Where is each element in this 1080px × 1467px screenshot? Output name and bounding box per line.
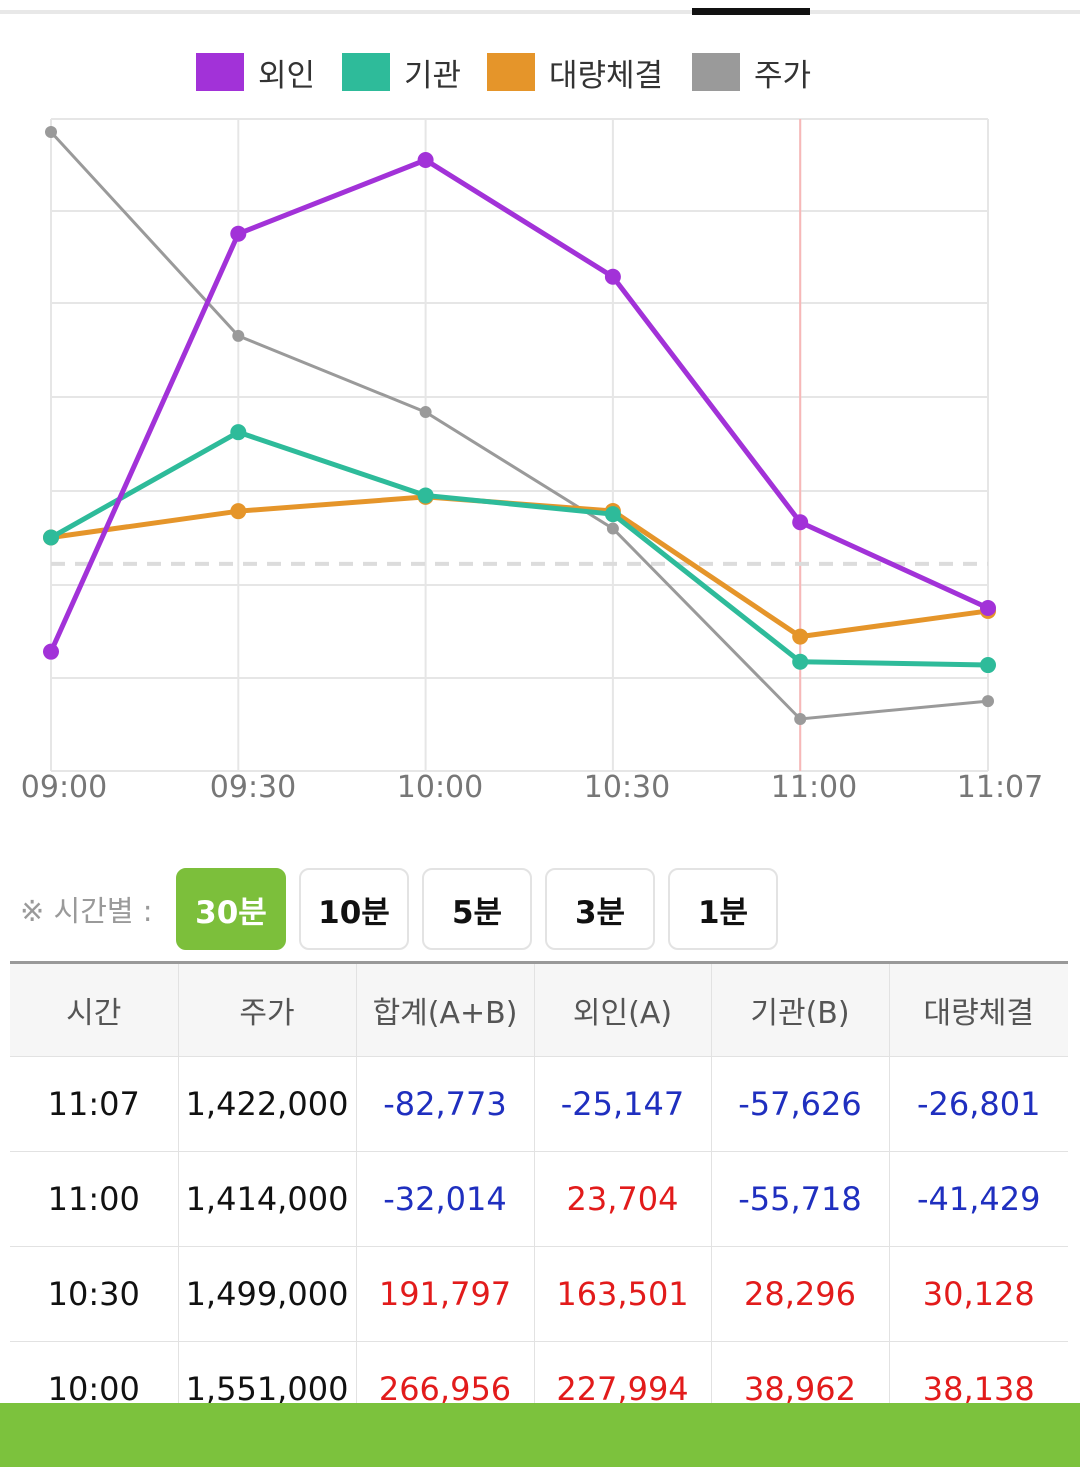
cell-institution: 28,296: [710, 1246, 890, 1342]
cell-time: 10:30: [10, 1246, 179, 1342]
legend-label: 대량체결: [549, 57, 664, 94]
x-tick-label: 10:00: [397, 770, 483, 805]
price-point: [982, 695, 994, 708]
interval-1min-button[interactable]: 1분: [668, 868, 778, 950]
series-point: [230, 225, 247, 242]
cell-institution: -57,626: [710, 1056, 890, 1152]
cell-foreign: 23,704: [533, 1151, 712, 1247]
cell-total: -32,014: [355, 1151, 535, 1247]
legend-swatch: [487, 53, 535, 91]
series-point: [43, 643, 59, 660]
price-point: [419, 406, 432, 419]
cell-price: 1,499,000: [177, 1246, 357, 1342]
interval-10min-button[interactable]: 10분: [299, 868, 409, 950]
x-tick-label: 11:07: [957, 770, 1043, 805]
table-row: 11:00 1,414,000 -32,014 23,704 -55,718 -…: [10, 1151, 1068, 1247]
legend-swatch: [342, 53, 390, 91]
header-total[interactable]: 합계(A+B): [355, 961, 535, 1057]
cell-price: 1,422,000: [177, 1056, 357, 1152]
series-point: [417, 487, 434, 504]
x-tick-label: 09:00: [21, 770, 107, 805]
series-point: [417, 152, 434, 168]
interval-30min-button[interactable]: 30분: [176, 868, 286, 950]
series-point: [604, 506, 621, 523]
series-point: [792, 628, 809, 645]
trading-table: 시간 주가 합계(A+B) 외인(A) 기관(B) 대량체결 11:07 1,4…: [10, 961, 1068, 1437]
series-line: [48, 157, 990, 653]
header-foreign[interactable]: 외인(A): [533, 961, 712, 1057]
legend-swatch: [692, 53, 740, 91]
cell-institution: -55,718: [710, 1151, 890, 1247]
x-tick-label: 10:30: [584, 770, 670, 805]
legend-item-price[interactable]: 주가: [692, 48, 811, 96]
legend-label: 기관: [404, 57, 462, 94]
header-price[interactable]: 주가: [177, 961, 357, 1057]
legend-label: 외인: [258, 57, 316, 94]
legend-swatch: [196, 53, 244, 91]
cell-time: 11:07: [10, 1056, 179, 1152]
cell-foreign: 163,501: [533, 1246, 712, 1342]
active-tab-indicator: [692, 8, 810, 15]
tab-bar-rule: [0, 10, 1080, 14]
cell-foreign: -25,147: [533, 1056, 712, 1152]
x-tick-label: 09:30: [210, 770, 296, 805]
price-point: [45, 126, 57, 138]
chart-legend: 외인 기관 대량체결 주가: [0, 48, 1080, 96]
cell-time: 11:00: [10, 1151, 179, 1247]
price-point: [794, 713, 807, 725]
legend-item-institution[interactable]: 기관: [342, 48, 461, 96]
line-chart: 09:00 09:30 10:00 10:30 11:00 11:07: [21, 118, 1043, 805]
cell-price: 1,414,000: [177, 1151, 357, 1247]
legend-item-block-trade[interactable]: 대량체결: [487, 48, 663, 96]
price-point: [606, 522, 619, 535]
bottom-action-bar[interactable]: [0, 1403, 1080, 1467]
legend-item-foreign[interactable]: 외인: [196, 48, 315, 96]
table-row: 11:07 1,422,000 -82,773 -25,147 -57,626 …: [10, 1056, 1068, 1152]
filter-label: ※ 시간별 :: [20, 894, 153, 928]
header-block-trade[interactable]: 대량체결: [888, 961, 1068, 1057]
cell-total: -82,773: [355, 1056, 535, 1152]
series-line: [49, 429, 989, 668]
series-point: [792, 653, 809, 670]
header-time[interactable]: 시간: [10, 961, 179, 1057]
series-point: [980, 600, 996, 617]
series-point: [792, 514, 809, 531]
x-tick-label: 11:00: [771, 770, 857, 805]
interval-filter: ※ 시간별 : 30분 10분 5분 3분 1분: [0, 866, 1080, 956]
series-point: [980, 657, 996, 674]
cell-block-trade: 30,128: [888, 1246, 1068, 1342]
series-point: [230, 503, 247, 520]
series-point: [230, 424, 247, 441]
header-institution[interactable]: 기관(B): [710, 961, 890, 1057]
cell-total: 191,797: [355, 1246, 535, 1342]
series-line: [50, 494, 989, 640]
interval-3min-button[interactable]: 3분: [545, 868, 655, 950]
series-point: [43, 529, 59, 546]
table-header-row: 시간 주가 합계(A+B) 외인(A) 기관(B) 대량체결: [10, 961, 1068, 1057]
cell-block-trade: -26,801: [888, 1056, 1068, 1152]
interval-5min-button[interactable]: 5분: [422, 868, 532, 950]
table-row: 10:30 1,499,000 191,797 163,501 28,296 3…: [10, 1246, 1068, 1342]
series-point: [604, 268, 621, 285]
price-point: [232, 329, 245, 342]
cell-block-trade: -41,429: [888, 1151, 1068, 1247]
legend-label: 주가: [754, 57, 812, 94]
